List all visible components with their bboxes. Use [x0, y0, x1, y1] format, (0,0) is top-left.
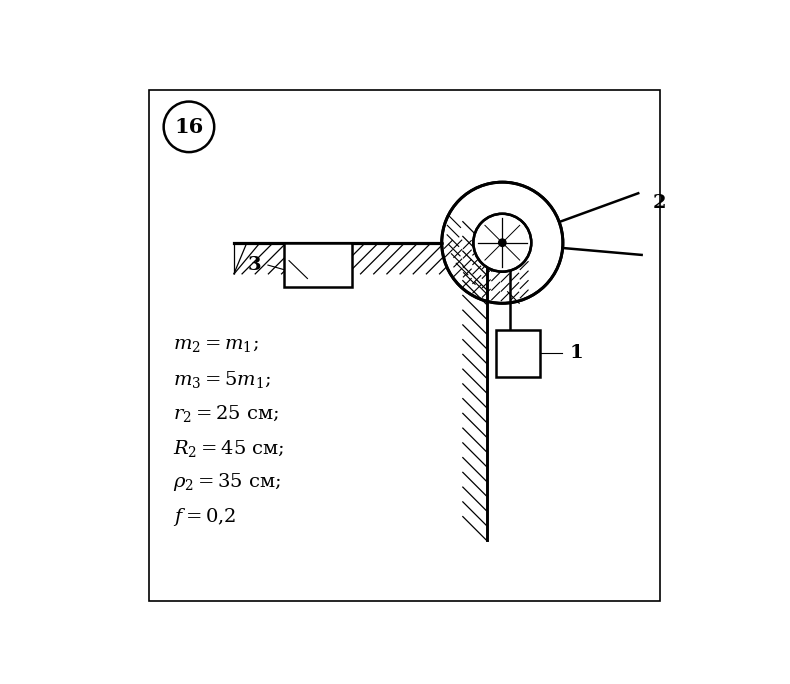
- Text: 16: 16: [175, 117, 204, 137]
- Text: 3: 3: [248, 256, 261, 274]
- Text: $R_2 = 45$ см;: $R_2 = 45$ см;: [173, 438, 284, 459]
- Bar: [496, 330, 540, 377]
- Text: 1: 1: [570, 344, 583, 363]
- Text: 2: 2: [653, 194, 666, 212]
- Bar: [284, 243, 352, 287]
- Text: $m_2 = m_1$;: $m_2 = m_1$;: [173, 337, 259, 354]
- Text: $\rho_2 = 35$ см;: $\rho_2 = 35$ см;: [173, 471, 281, 493]
- Circle shape: [473, 214, 532, 272]
- Circle shape: [498, 239, 506, 246]
- Circle shape: [442, 182, 563, 303]
- Text: $m_3 = 5m_1$;: $m_3 = 5m_1$;: [173, 369, 271, 390]
- Text: $r_2 = 25$ см;: $r_2 = 25$ см;: [173, 404, 279, 424]
- Text: $f = 0{,}2$: $f = 0{,}2$: [173, 505, 236, 527]
